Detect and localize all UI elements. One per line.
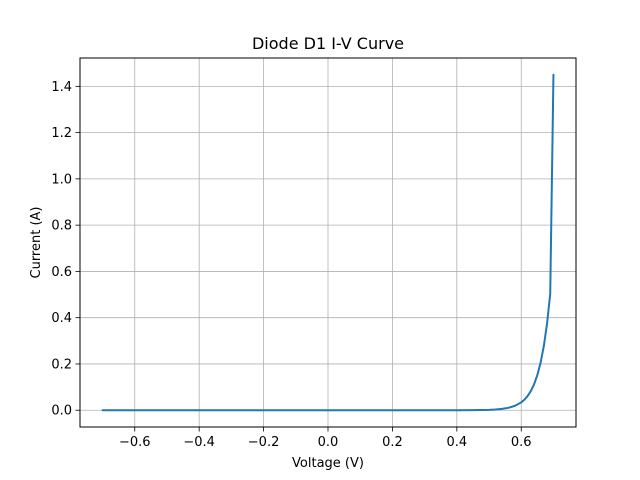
series-group [101, 73, 555, 412]
y-axis-title: Current (A) [29, 207, 44, 279]
x-tick-label: −0.4 [183, 435, 215, 450]
x-axis-ticks: −0.6 −0.4 −0.2 0.0 0.2 0.4 0.6 [119, 427, 532, 450]
x-tick-label: 0.2 [382, 435, 403, 450]
x-tick-label: 0.6 [511, 435, 532, 450]
y-tick-label: 0.6 [51, 265, 72, 280]
y-tick-label: 0.8 [51, 219, 72, 234]
y-tick-label: 1.2 [51, 126, 72, 141]
x-tick-label: −0.6 [119, 435, 151, 450]
y-tick-label: 1.0 [51, 172, 72, 187]
y-tick-label: 0.0 [51, 404, 72, 419]
grid-lines [80, 58, 576, 427]
x-tick-label: 0.0 [318, 435, 339, 450]
y-tick-label: 0.2 [51, 357, 72, 372]
x-axis-title: Voltage (V) [292, 456, 364, 471]
y-axis-ticks: 0.0 0.2 0.4 0.6 0.8 1.0 1.2 1.4 [51, 80, 80, 419]
x-tick-label: −0.2 [248, 435, 280, 450]
y-tick-label: 1.4 [51, 80, 72, 95]
x-tick-label: 0.4 [446, 435, 467, 450]
y-tick-label: 0.4 [51, 311, 72, 326]
series-line [101, 73, 555, 412]
chart-title: Diode D1 I-V Curve [252, 34, 404, 53]
